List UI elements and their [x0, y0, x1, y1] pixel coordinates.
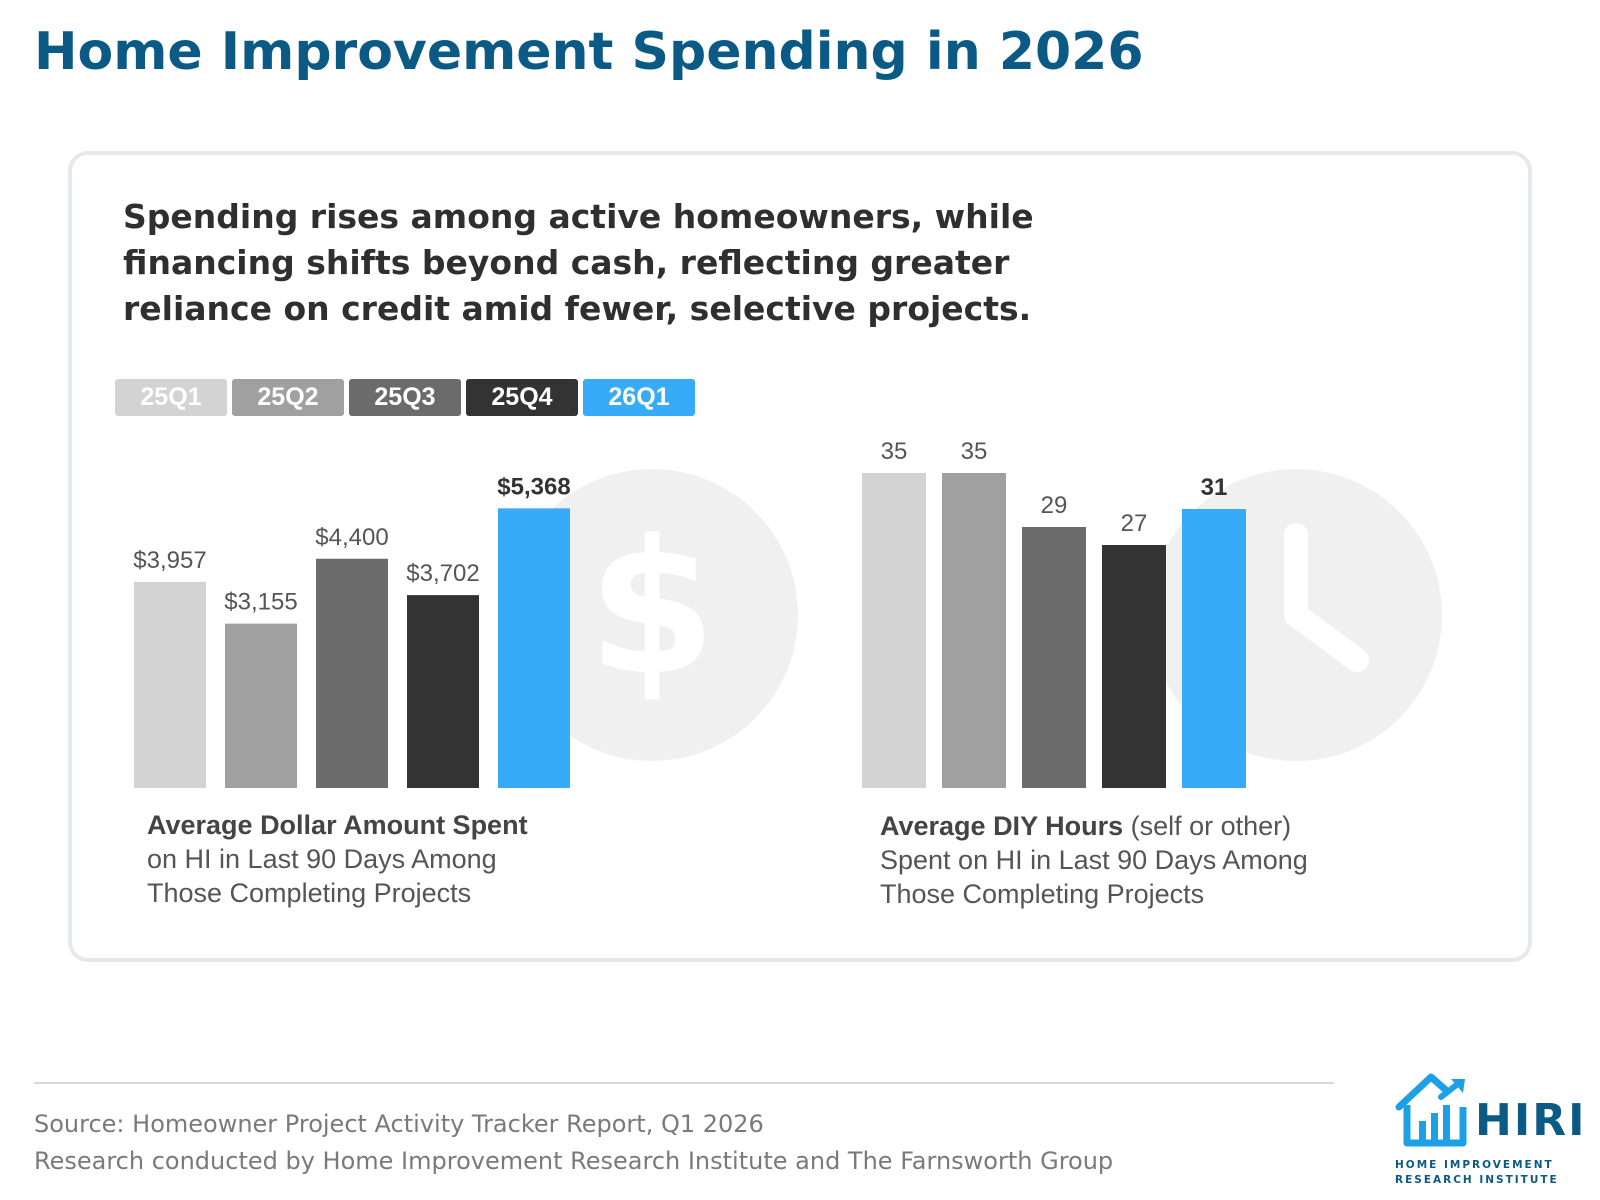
hours-caption-line-1: Average DIY Hours (self or other)	[880, 809, 1308, 843]
hours-caption-line-3: Those Completing Projects	[880, 879, 1205, 909]
hours-data-label-25q4: 27	[1121, 510, 1148, 537]
dollar-caption-bold: Average Dollar Amount Spent	[147, 810, 528, 840]
dollar-data-label-25q3: $4,400	[315, 524, 388, 551]
legend-item-25q4: 25Q4	[466, 379, 578, 416]
dollar-bar-25q4	[407, 595, 479, 788]
dollar-icon: $	[506, 469, 798, 761]
hours-data-label-26q1: 31	[1201, 474, 1228, 501]
dollar-data-label-25q4: $3,702	[406, 560, 479, 587]
logo-subtitle-line-1: HOME IMPROVEMENT	[1395, 1159, 1554, 1171]
dollar-caption-line-2: on HI in Last 90 Days Among	[147, 844, 497, 874]
hours-data-label-25q3: 29	[1041, 492, 1068, 519]
dollar-data-label-25q2: $3,155	[224, 589, 297, 616]
hours-data-label-25q2: 35	[961, 438, 988, 465]
legend-item-25q2: 25Q2	[232, 379, 344, 416]
dollar-bar-25q2	[225, 623, 297, 788]
house-chart-icon	[1395, 1073, 1467, 1147]
hours-caption-line-2: Spent on HI in Last 90 Days Among	[880, 845, 1308, 875]
dollar-data-label-25q1: $3,957	[133, 547, 206, 574]
dollar-amount-chart: $3,957 $3,155 $4,400 $3,702 $5,368	[133, 473, 571, 788]
logo-subtitle-line-2: RESEARCH INSTITUTE	[1395, 1174, 1559, 1186]
legend-item-25q3: 25Q3	[349, 379, 461, 416]
dollar-data-label-26q1: $5,368	[497, 473, 570, 500]
source-line-2: Research conducted by Home Improvement R…	[34, 1147, 1114, 1175]
hours-chart-caption: Average DIY Hours (self or other) Spent …	[880, 809, 1308, 911]
hours-caption-rest: (self or other)	[1123, 811, 1292, 841]
dollar-chart-caption: Average Dollar Amount Spent on HI in Las…	[147, 808, 528, 910]
footer-divider	[34, 1082, 1334, 1084]
hours-data-label-25q1: 35	[881, 438, 908, 465]
logo-subtitle: HOME IMPROVEMENT RESEARCH INSTITUTE	[1395, 1158, 1585, 1188]
hours-bar-25q4	[1102, 545, 1166, 788]
dollar-caption-line-1: Average Dollar Amount Spent	[147, 808, 528, 842]
hours-bar-25q1	[862, 473, 926, 788]
dollar-bar-25q3	[316, 558, 388, 788]
legend-item-25q1: 25Q1	[115, 379, 227, 416]
chart-headline: Spending rises among active homeowners, …	[123, 197, 1034, 328]
hours-bar-26q1	[1182, 509, 1246, 788]
hours-caption-bold: Average DIY Hours	[880, 811, 1124, 841]
logo-wordmark: HIRI	[1475, 1095, 1587, 1146]
legend-item-26q1: 26Q1	[583, 379, 695, 416]
diy-hours-chart: 35 35 29 27 31	[862, 438, 1246, 788]
page-title: Home Improvement Spending in 2026	[34, 22, 1144, 82]
dollar-caption-line-3: Those Completing Projects	[147, 878, 472, 908]
hours-bar-25q3	[1022, 527, 1086, 788]
svg-text:$: $	[588, 500, 717, 716]
hiri-logo: HIRI HOME IMPROVEMENT RESEARCH INSTITUTE	[1395, 1067, 1585, 1187]
source-note: Source: Homeowner Project Activity Track…	[34, 1106, 1113, 1180]
hours-bar-25q2	[942, 473, 1006, 788]
dollar-bar-25q1	[134, 581, 206, 788]
dollar-bar-26q1	[498, 508, 570, 788]
source-line-1: Source: Homeowner Project Activity Track…	[34, 1110, 764, 1138]
